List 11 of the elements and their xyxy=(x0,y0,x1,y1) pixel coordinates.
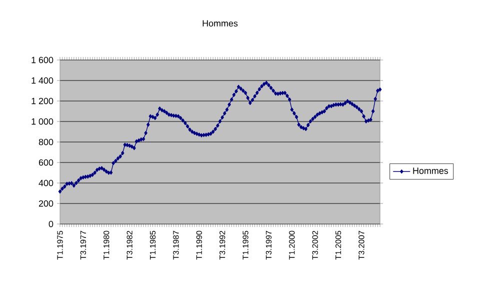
y-tick-label: 800 xyxy=(38,138,54,146)
y-tick-label: 400 xyxy=(38,180,54,186)
legend-label: Hommes xyxy=(413,168,448,174)
chart-title: Hommes xyxy=(202,20,238,27)
y-tick-label: 600 xyxy=(38,159,54,166)
y-tick-label: 200 xyxy=(38,200,54,207)
y-tick-label: 1 600 xyxy=(32,56,54,64)
y-tick-label: 1 400 xyxy=(32,77,54,84)
y-tick-label: 0 xyxy=(48,220,54,228)
y-tick-label: 1 000 xyxy=(32,118,54,125)
y-tick-label: 1 200 xyxy=(32,98,54,104)
